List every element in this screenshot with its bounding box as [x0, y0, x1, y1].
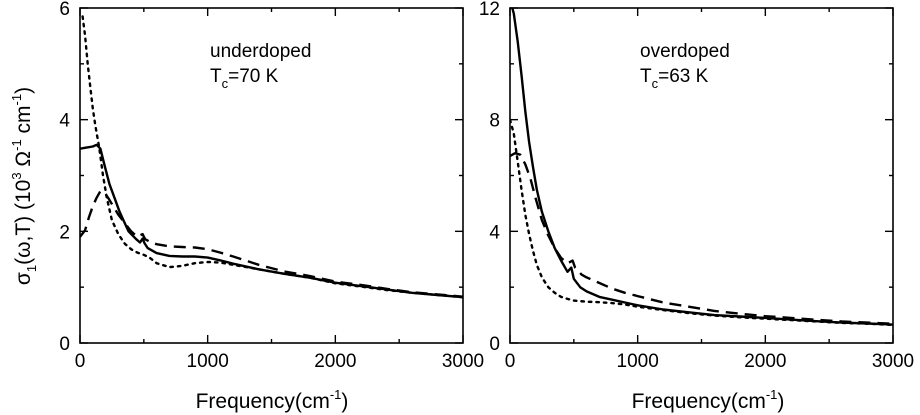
x-axis-title-left: Frequency(cm-1) [196, 387, 349, 413]
x-tick-label: 3000 [442, 351, 484, 372]
left-panel-underdoped: 0 1000 2000 3000 0 2 4 6 [59, 0, 484, 372]
x-tick-label: 0 [505, 351, 516, 372]
y-title-a: σ [12, 272, 35, 285]
x-title-right-sup: -1 [766, 387, 778, 402]
series-line-dotted [81, 15, 463, 299]
y-title-c-sup: -1 [9, 139, 24, 151]
y-title-a-sub: 1 [24, 265, 39, 272]
tc-left-value: =70 K [228, 66, 279, 87]
series-line-dotted [510, 118, 893, 327]
tc-right-value: =63 K [658, 66, 709, 87]
y-title-e: ) [12, 87, 35, 94]
x-title-right-main: Frequency(cm [632, 390, 766, 413]
y-tick-label: 12 [479, 0, 500, 20]
y-tick-label: 8 [489, 111, 500, 132]
x-title-left-main: Frequency(cm [196, 390, 330, 413]
y-tick-label: 6 [59, 0, 70, 20]
annotation-left-title: underdoped [210, 41, 311, 62]
x-tick-label: 3000 [872, 351, 914, 372]
y-title-d-sup: -1 [9, 94, 24, 106]
x-title-left-sup: -1 [330, 387, 342, 402]
x-tick-label: 2000 [314, 351, 356, 372]
right-panel-overdoped: 0 1000 2000 3000 0 4 8 12 [479, 0, 914, 372]
tc-right-prefix: T [640, 66, 652, 87]
x-axis-title-right: Frequency(cm-1) [632, 387, 785, 413]
series-line-dashed [80, 189, 463, 298]
y-tick-label: 4 [59, 111, 70, 132]
y-title-d: cm [12, 105, 35, 139]
x-title-right-close: ) [777, 390, 784, 413]
y-axis-title: σ1(ω,T) (103 Ω-1 cm-1) [9, 87, 39, 285]
y-tick-label: 2 [59, 222, 70, 243]
tc-left-sub: c [222, 76, 229, 91]
y-title-b-sup: 3 [9, 172, 24, 179]
x-tick-label: 2000 [744, 351, 786, 372]
y-tick-label: 0 [59, 334, 70, 355]
tc-right-sub: c [652, 76, 659, 91]
series-line-solid [511, 8, 893, 326]
x-tick-label: 1000 [617, 351, 659, 372]
y-title-b: (ω,T) (10 [12, 180, 35, 265]
annotation-right-title: overdoped [640, 41, 730, 62]
y-title-c: Ω [12, 151, 35, 173]
series-line-solid [80, 143, 463, 299]
y-tick-label: 0 [489, 334, 500, 355]
annotation-left-tc: Tc=70 K [210, 66, 279, 91]
annotation-right-tc: Tc=63 K [640, 66, 709, 91]
y-tick-label: 4 [489, 222, 500, 243]
tc-left-prefix: T [210, 66, 222, 87]
x-title-left-close: ) [341, 390, 348, 413]
x-tick-label: 1000 [187, 351, 229, 372]
x-tick-label: 0 [75, 351, 86, 372]
series-line-dashed [510, 152, 893, 325]
